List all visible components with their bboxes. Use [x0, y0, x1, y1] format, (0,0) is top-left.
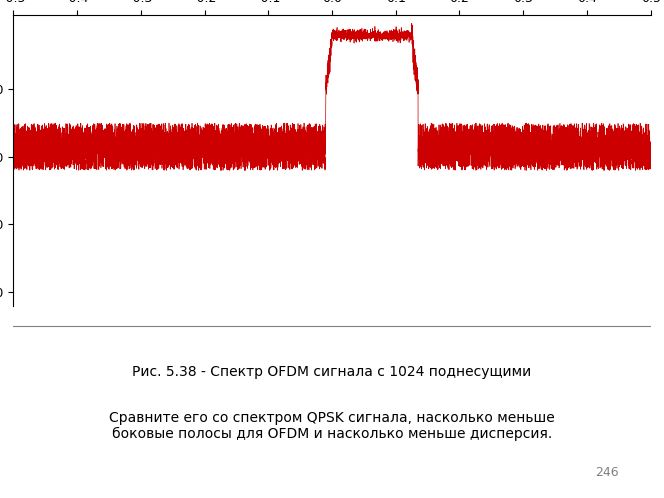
Text: Рис. 5.38 - Спектр OFDM сигнала с 1024 поднесущими: Рис. 5.38 - Спектр OFDM сигнала с 1024 п… — [132, 365, 532, 379]
Text: 246: 246 — [595, 467, 619, 480]
Text: Сравните его со спектром QPSK сигнала, насколько меньше
боковые полосы для OFDM : Сравните его со спектром QPSK сигнала, н… — [109, 411, 555, 441]
